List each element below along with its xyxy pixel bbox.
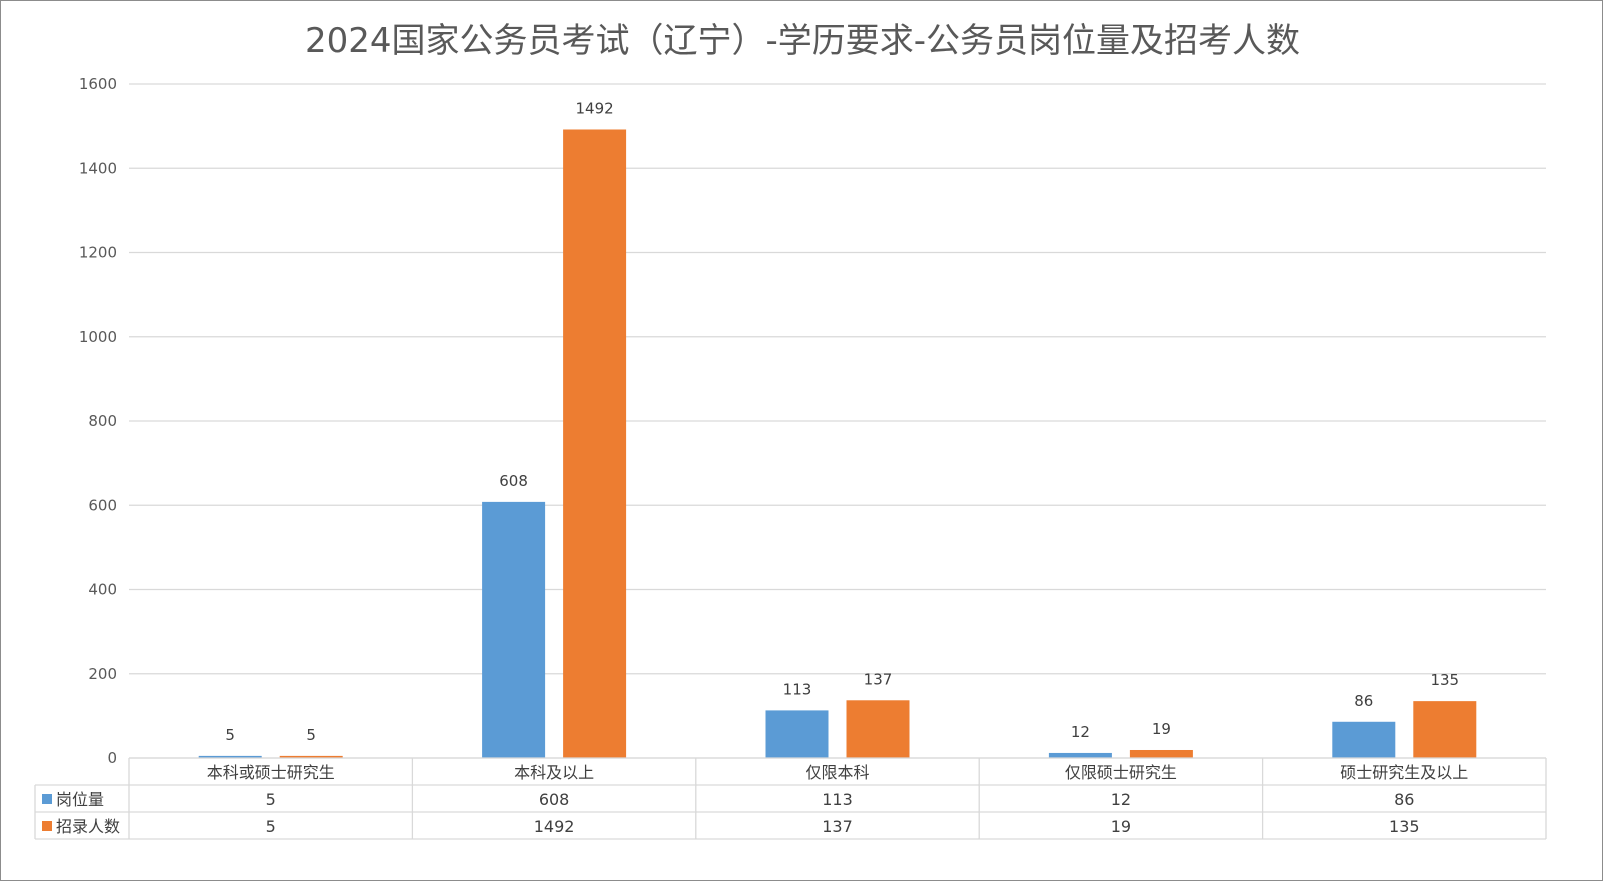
bar-positions	[765, 710, 829, 758]
bar-recruits	[1129, 749, 1193, 758]
data-label: 12	[1071, 723, 1090, 741]
bar-recruits	[279, 755, 343, 758]
bar-recruits	[563, 129, 627, 758]
y-tick-label: 1200	[79, 244, 117, 262]
table-cell: 113	[822, 790, 853, 809]
data-label: 5	[225, 726, 235, 744]
table-cell: 86	[1394, 790, 1414, 809]
bars	[198, 129, 1477, 758]
data-label: 137	[864, 670, 893, 688]
chart-title: 2024国家公务员考试（辽宁）-学历要求-公务员岗位量及招考人数	[304, 21, 1301, 61]
table-cell: 1492	[534, 817, 575, 836]
y-tick-label: 0	[107, 749, 117, 767]
x-tick-label: 本科或硕士研究生	[207, 763, 335, 782]
y-tick-label: 200	[88, 665, 117, 683]
legend-swatch	[42, 794, 52, 804]
data-label: 86	[1354, 692, 1373, 710]
y-axis-ticks: 0 200 400 600 800 1000 1200 1400 1600	[79, 75, 117, 767]
table-cell: 135	[1389, 817, 1420, 836]
table-cell: 137	[822, 817, 853, 836]
y-tick-label: 1000	[79, 328, 117, 346]
bar-recruits	[1413, 701, 1477, 758]
x-tick-label: 仅限硕士研究生	[1065, 763, 1177, 782]
y-tick-label: 400	[88, 581, 117, 599]
x-tick-label: 本科及以上	[514, 763, 594, 782]
bar-positions	[198, 755, 262, 758]
grid-lines	[129, 83, 1546, 759]
y-tick-label: 1400	[79, 159, 117, 177]
data-label: 5	[306, 726, 316, 744]
data-label: 19	[1152, 720, 1171, 738]
data-label: 608	[499, 472, 528, 490]
x-tick-label: 硕士研究生及以上	[1340, 763, 1468, 782]
legend-swatch	[42, 821, 52, 831]
bar-recruits	[846, 700, 910, 758]
bar-positions	[482, 501, 546, 758]
data-label: 135	[1430, 671, 1459, 689]
table-cell: 5	[266, 790, 276, 809]
legend-label: 岗位量	[56, 790, 104, 809]
table-cell: 19	[1111, 817, 1131, 836]
table-cell: 608	[539, 790, 570, 809]
x-tick-label: 仅限本科	[805, 763, 869, 782]
bar-positions	[1332, 721, 1396, 758]
table-cell: 5	[266, 817, 276, 836]
table-cell: 12	[1111, 790, 1131, 809]
data-label: 113	[783, 680, 812, 698]
y-tick-label: 600	[88, 496, 117, 514]
y-tick-label: 1600	[79, 75, 117, 93]
data-labels: 5 5 608 1492 113 137 12 19 86 135	[225, 99, 1459, 743]
data-label: 1492	[576, 99, 614, 117]
y-tick-label: 800	[88, 412, 117, 430]
bar-positions	[1048, 752, 1112, 758]
legend-label: 招录人数	[56, 817, 120, 836]
